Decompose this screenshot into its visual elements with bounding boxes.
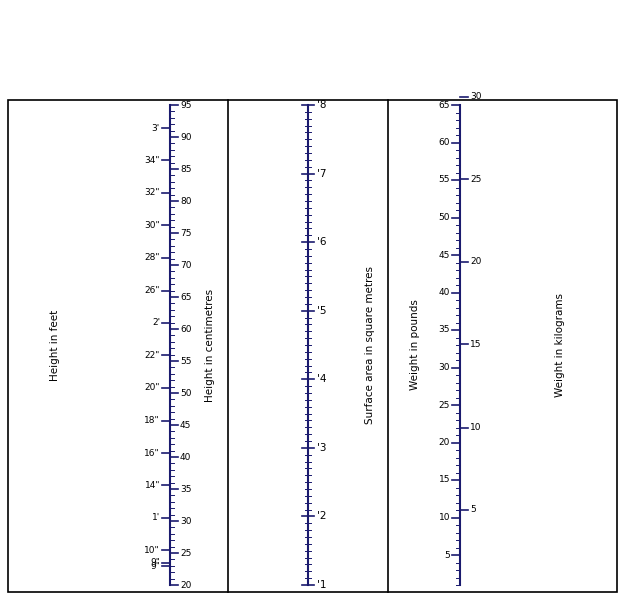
Text: 25: 25 [470,175,481,184]
Text: 9": 9" [150,562,160,571]
Text: 16": 16" [144,449,160,458]
Text: 30: 30 [180,516,191,525]
Text: 70: 70 [180,261,191,270]
Text: 50: 50 [439,213,450,222]
Text: 15: 15 [470,340,481,349]
Text: 2': 2' [152,318,160,327]
Text: 65: 65 [439,101,450,110]
Text: 35: 35 [180,485,191,494]
Text: 20: 20 [470,257,481,266]
Text: 55: 55 [439,176,450,184]
Text: 9": 9" [150,558,160,567]
Text: 20: 20 [439,438,450,447]
Text: 90: 90 [180,132,191,141]
Text: 10: 10 [470,423,481,432]
Text: 25: 25 [180,549,191,558]
Text: 5: 5 [444,550,450,559]
Text: 5: 5 [470,506,476,515]
Text: '8: '8 [317,100,326,110]
Text: 30: 30 [470,92,481,101]
Text: 28": 28" [144,253,160,262]
Text: '5: '5 [317,305,326,316]
Text: 45: 45 [180,420,191,429]
Text: 14": 14" [144,480,160,489]
Text: 34": 34" [144,156,160,165]
Text: Weight in pounds: Weight in pounds [410,300,420,391]
Text: 15: 15 [439,476,450,485]
Text: 35: 35 [439,325,450,334]
Text: 60: 60 [439,138,450,147]
Text: 22": 22" [144,351,160,360]
Text: Surface area in square metres: Surface area in square metres [365,266,375,424]
Text: 30": 30" [144,221,160,230]
Text: 80: 80 [180,196,191,205]
Text: Height in feet: Height in feet [50,309,60,380]
Text: 10": 10" [144,546,160,555]
Text: 95: 95 [180,101,191,110]
Text: 45: 45 [439,250,450,259]
FancyBboxPatch shape [8,100,617,592]
Text: 40: 40 [439,288,450,297]
Text: 32": 32" [144,188,160,197]
Text: 75: 75 [180,228,191,237]
Text: Height in centimetres: Height in centimetres [205,289,215,401]
Text: 55: 55 [180,356,191,365]
Text: '3: '3 [317,443,326,453]
Text: 3': 3' [152,123,160,132]
Text: 18": 18" [144,416,160,425]
Text: '7: '7 [317,168,326,179]
Text: 40: 40 [180,452,191,461]
Text: Weight in kilograms: Weight in kilograms [555,293,565,397]
Text: 60: 60 [180,325,191,334]
Text: '6: '6 [317,237,326,247]
Text: 50: 50 [180,389,191,398]
Text: 85: 85 [180,165,191,174]
Text: 20: 20 [180,580,191,589]
Text: '4: '4 [317,374,326,385]
Text: 30: 30 [439,363,450,372]
Text: 20": 20" [144,383,160,392]
Text: 26": 26" [144,286,160,295]
Text: 10: 10 [439,513,450,522]
Text: 25: 25 [439,401,450,410]
Text: 65: 65 [180,292,191,301]
Text: 1': 1' [152,513,160,522]
Text: '2: '2 [317,512,326,521]
Text: '1: '1 [317,580,326,590]
